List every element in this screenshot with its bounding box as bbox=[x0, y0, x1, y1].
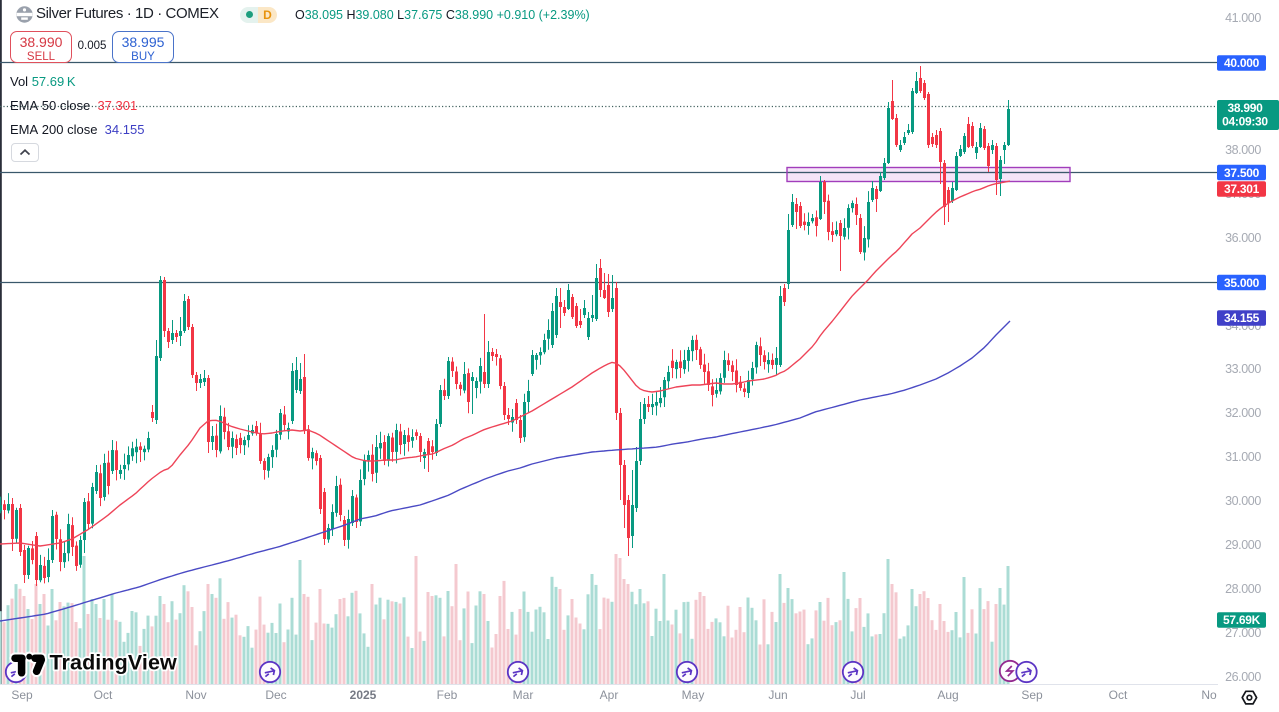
svg-text:28.000: 28.000 bbox=[1225, 582, 1261, 596]
svg-text:TradingView: TradingView bbox=[50, 651, 178, 675]
svg-text:57.69K: 57.69K bbox=[1223, 613, 1261, 627]
svg-text:Oct: Oct bbox=[94, 688, 113, 702]
svg-text:Jun: Jun bbox=[768, 688, 787, 702]
svg-text:Aug: Aug bbox=[937, 688, 958, 702]
svg-text:41.000: 41.000 bbox=[1225, 11, 1261, 25]
svg-text:Dec: Dec bbox=[265, 688, 286, 702]
svg-text:34.155: 34.155 bbox=[1224, 311, 1260, 325]
svg-text:30.000: 30.000 bbox=[1225, 494, 1261, 508]
svg-text:38.000: 38.000 bbox=[1225, 143, 1261, 157]
svg-text:32.000: 32.000 bbox=[1225, 406, 1261, 420]
svg-text:Jul: Jul bbox=[850, 688, 865, 702]
svg-text:35.000: 35.000 bbox=[1224, 276, 1260, 290]
svg-text:29.000: 29.000 bbox=[1225, 538, 1261, 552]
svg-text:2025: 2025 bbox=[350, 688, 377, 702]
svg-text:26.000: 26.000 bbox=[1225, 670, 1261, 684]
svg-text:Oct: Oct bbox=[1109, 688, 1128, 702]
svg-text:37.500: 37.500 bbox=[1224, 166, 1260, 180]
svg-text:Sep: Sep bbox=[1021, 688, 1043, 702]
svg-text:Nov: Nov bbox=[185, 688, 206, 702]
svg-text:No: No bbox=[1201, 688, 1217, 702]
svg-text:40.000: 40.000 bbox=[1224, 56, 1260, 70]
svg-text:Feb: Feb bbox=[437, 688, 458, 702]
svg-text:Apr: Apr bbox=[600, 688, 619, 702]
svg-text:33.000: 33.000 bbox=[1225, 362, 1261, 376]
svg-text:May: May bbox=[682, 688, 705, 702]
svg-text:38.990: 38.990 bbox=[1228, 101, 1264, 115]
svg-text:04:09:30: 04:09:30 bbox=[1222, 115, 1268, 129]
svg-text:37.301: 37.301 bbox=[1224, 182, 1260, 196]
svg-text:36.000: 36.000 bbox=[1225, 231, 1261, 245]
svg-text:31.000: 31.000 bbox=[1225, 450, 1261, 464]
svg-text:Mar: Mar bbox=[513, 688, 534, 702]
svg-text:Sep: Sep bbox=[11, 688, 33, 702]
svg-text:27.000: 27.000 bbox=[1225, 626, 1261, 640]
